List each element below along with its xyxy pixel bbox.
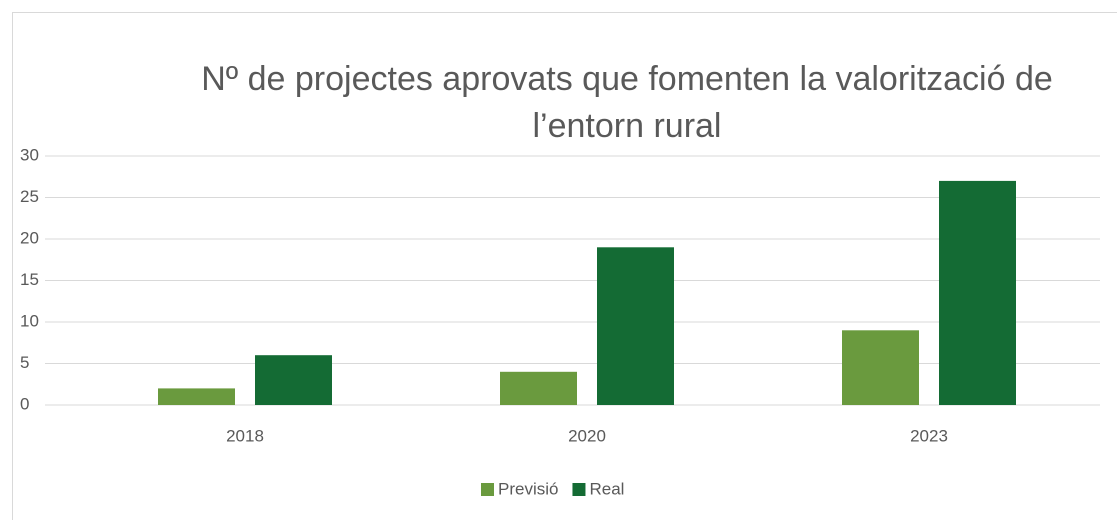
bar: [158, 388, 235, 405]
bar: [842, 330, 919, 405]
y-tick-label: 30: [20, 145, 39, 164]
bar: [939, 180, 1016, 405]
y-tick-label: 15: [20, 270, 39, 289]
y-tick-label: 0: [20, 394, 29, 413]
y-tick-label: 5: [20, 353, 29, 372]
y-tick-label: 20: [20, 228, 39, 247]
x-tick-label: 2018: [226, 426, 264, 445]
chart-border: [12, 12, 1117, 520]
y-tick-label: 10: [20, 311, 39, 330]
legend-label: Real: [589, 479, 624, 498]
legend-swatch: [481, 483, 494, 496]
bar: [597, 247, 674, 405]
legend-label: Previsió: [498, 479, 558, 498]
x-tick-label: 2023: [910, 426, 948, 445]
x-tick-label: 2020: [568, 426, 606, 445]
bar: [255, 355, 332, 405]
legend-swatch: [572, 483, 586, 496]
y-tick-label: 25: [20, 187, 39, 206]
chart-title: Nº de projectes aprovats que fomenten la…: [201, 60, 1053, 145]
bar: [500, 371, 577, 405]
